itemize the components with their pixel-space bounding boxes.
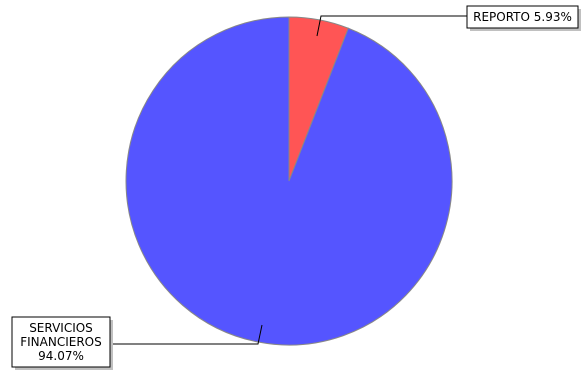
- pie-slice-servicios-financieros: [125, 16, 453, 346]
- leader-line-reporto: [316, 15, 467, 37]
- label-box: [11, 316, 111, 368]
- slice-label-text: SERVICIOS: [29, 321, 93, 335]
- slice-label-text: REPORTO 5.93%: [473, 10, 572, 24]
- slice-label-text: FINANCIEROS: [20, 335, 102, 349]
- leader-line-servicios-financieros: [112, 324, 263, 345]
- label-box: [466, 5, 579, 29]
- slice-label-reporto: REPORTO 5.93%: [466, 5, 581, 31]
- slice-label-text: 94.07%: [38, 349, 84, 363]
